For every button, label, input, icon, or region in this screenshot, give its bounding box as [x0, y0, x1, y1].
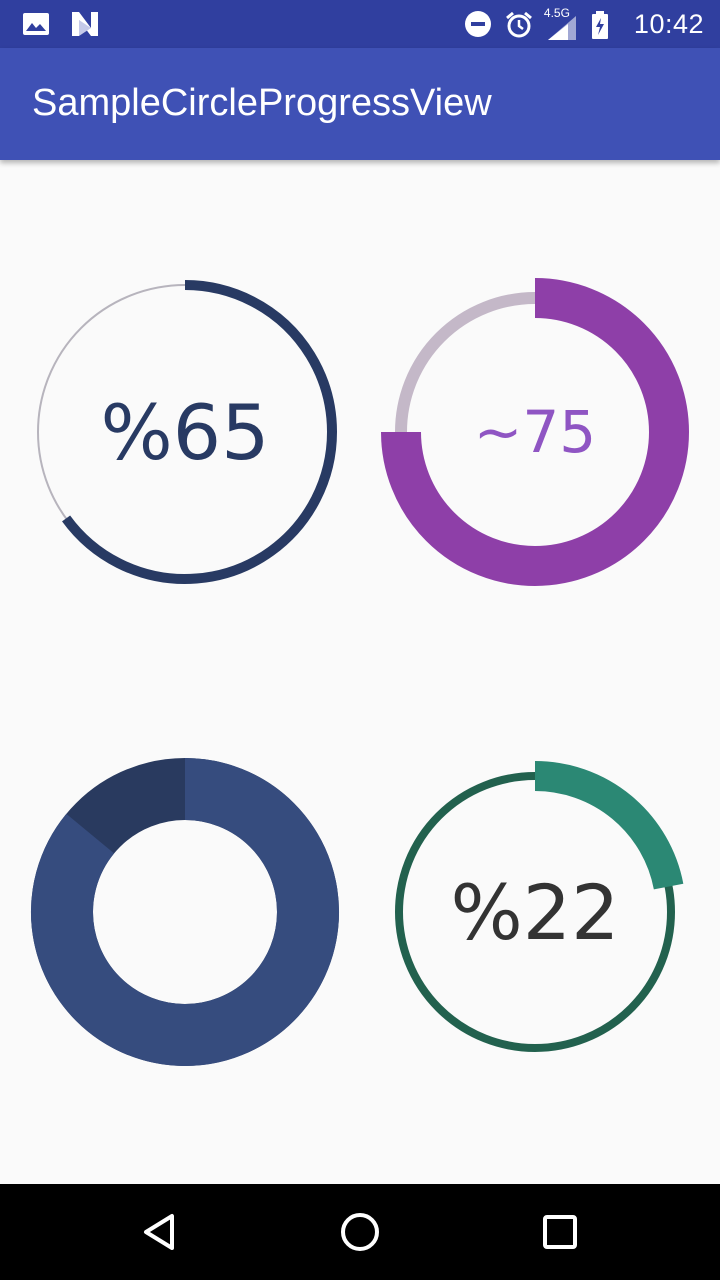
app-bar: SampleCircleProgressView — [0, 48, 720, 160]
progress-ring-75 — [381, 278, 689, 586]
home-circle-icon — [341, 1213, 379, 1251]
progress-ring-donut — [31, 758, 339, 1066]
back-triangle-icon — [144, 1214, 174, 1250]
signal-icon: 4.5G — [544, 6, 578, 42]
circle-progress-75: ~75 — [375, 272, 695, 592]
progress-label-65: %65 — [100, 387, 270, 477]
progress-arc — [381, 278, 689, 586]
circle-progress-65: %65 — [25, 272, 345, 592]
recents-square-icon — [543, 1215, 577, 1249]
back-button[interactable] — [136, 1208, 184, 1256]
progress-ring-65 — [37, 280, 337, 584]
progress-arc — [62, 280, 337, 584]
status-clock: 10:42 — [633, 8, 704, 39]
home-button[interactable] — [336, 1208, 384, 1256]
circle-progress-donut — [25, 752, 345, 1072]
app-title: SampleCircleProgressView — [32, 82, 492, 124]
progress-label-75: ~75 — [473, 398, 597, 466]
progress-label-22: %22 — [450, 867, 620, 957]
n-notification-icon — [70, 10, 98, 38]
progress-arc — [534, 761, 684, 890]
progress-ring-22 — [395, 761, 684, 1052]
navigation-bar — [0, 1184, 720, 1280]
progress-arc — [31, 758, 339, 1066]
alarm-icon — [504, 10, 532, 38]
network-type-label: 4.5G — [543, 6, 570, 20]
recents-button[interactable] — [536, 1208, 584, 1256]
gallery-icon — [22, 10, 50, 38]
circle-progress-22: %22 — [375, 752, 695, 1072]
do-not-disturb-icon — [464, 10, 492, 38]
battery-charging-icon — [590, 10, 618, 39]
status-bar: 4.5G 10:42 — [0, 0, 720, 48]
progress-grid: %65 ~75 %22 — [0, 160, 720, 1184]
